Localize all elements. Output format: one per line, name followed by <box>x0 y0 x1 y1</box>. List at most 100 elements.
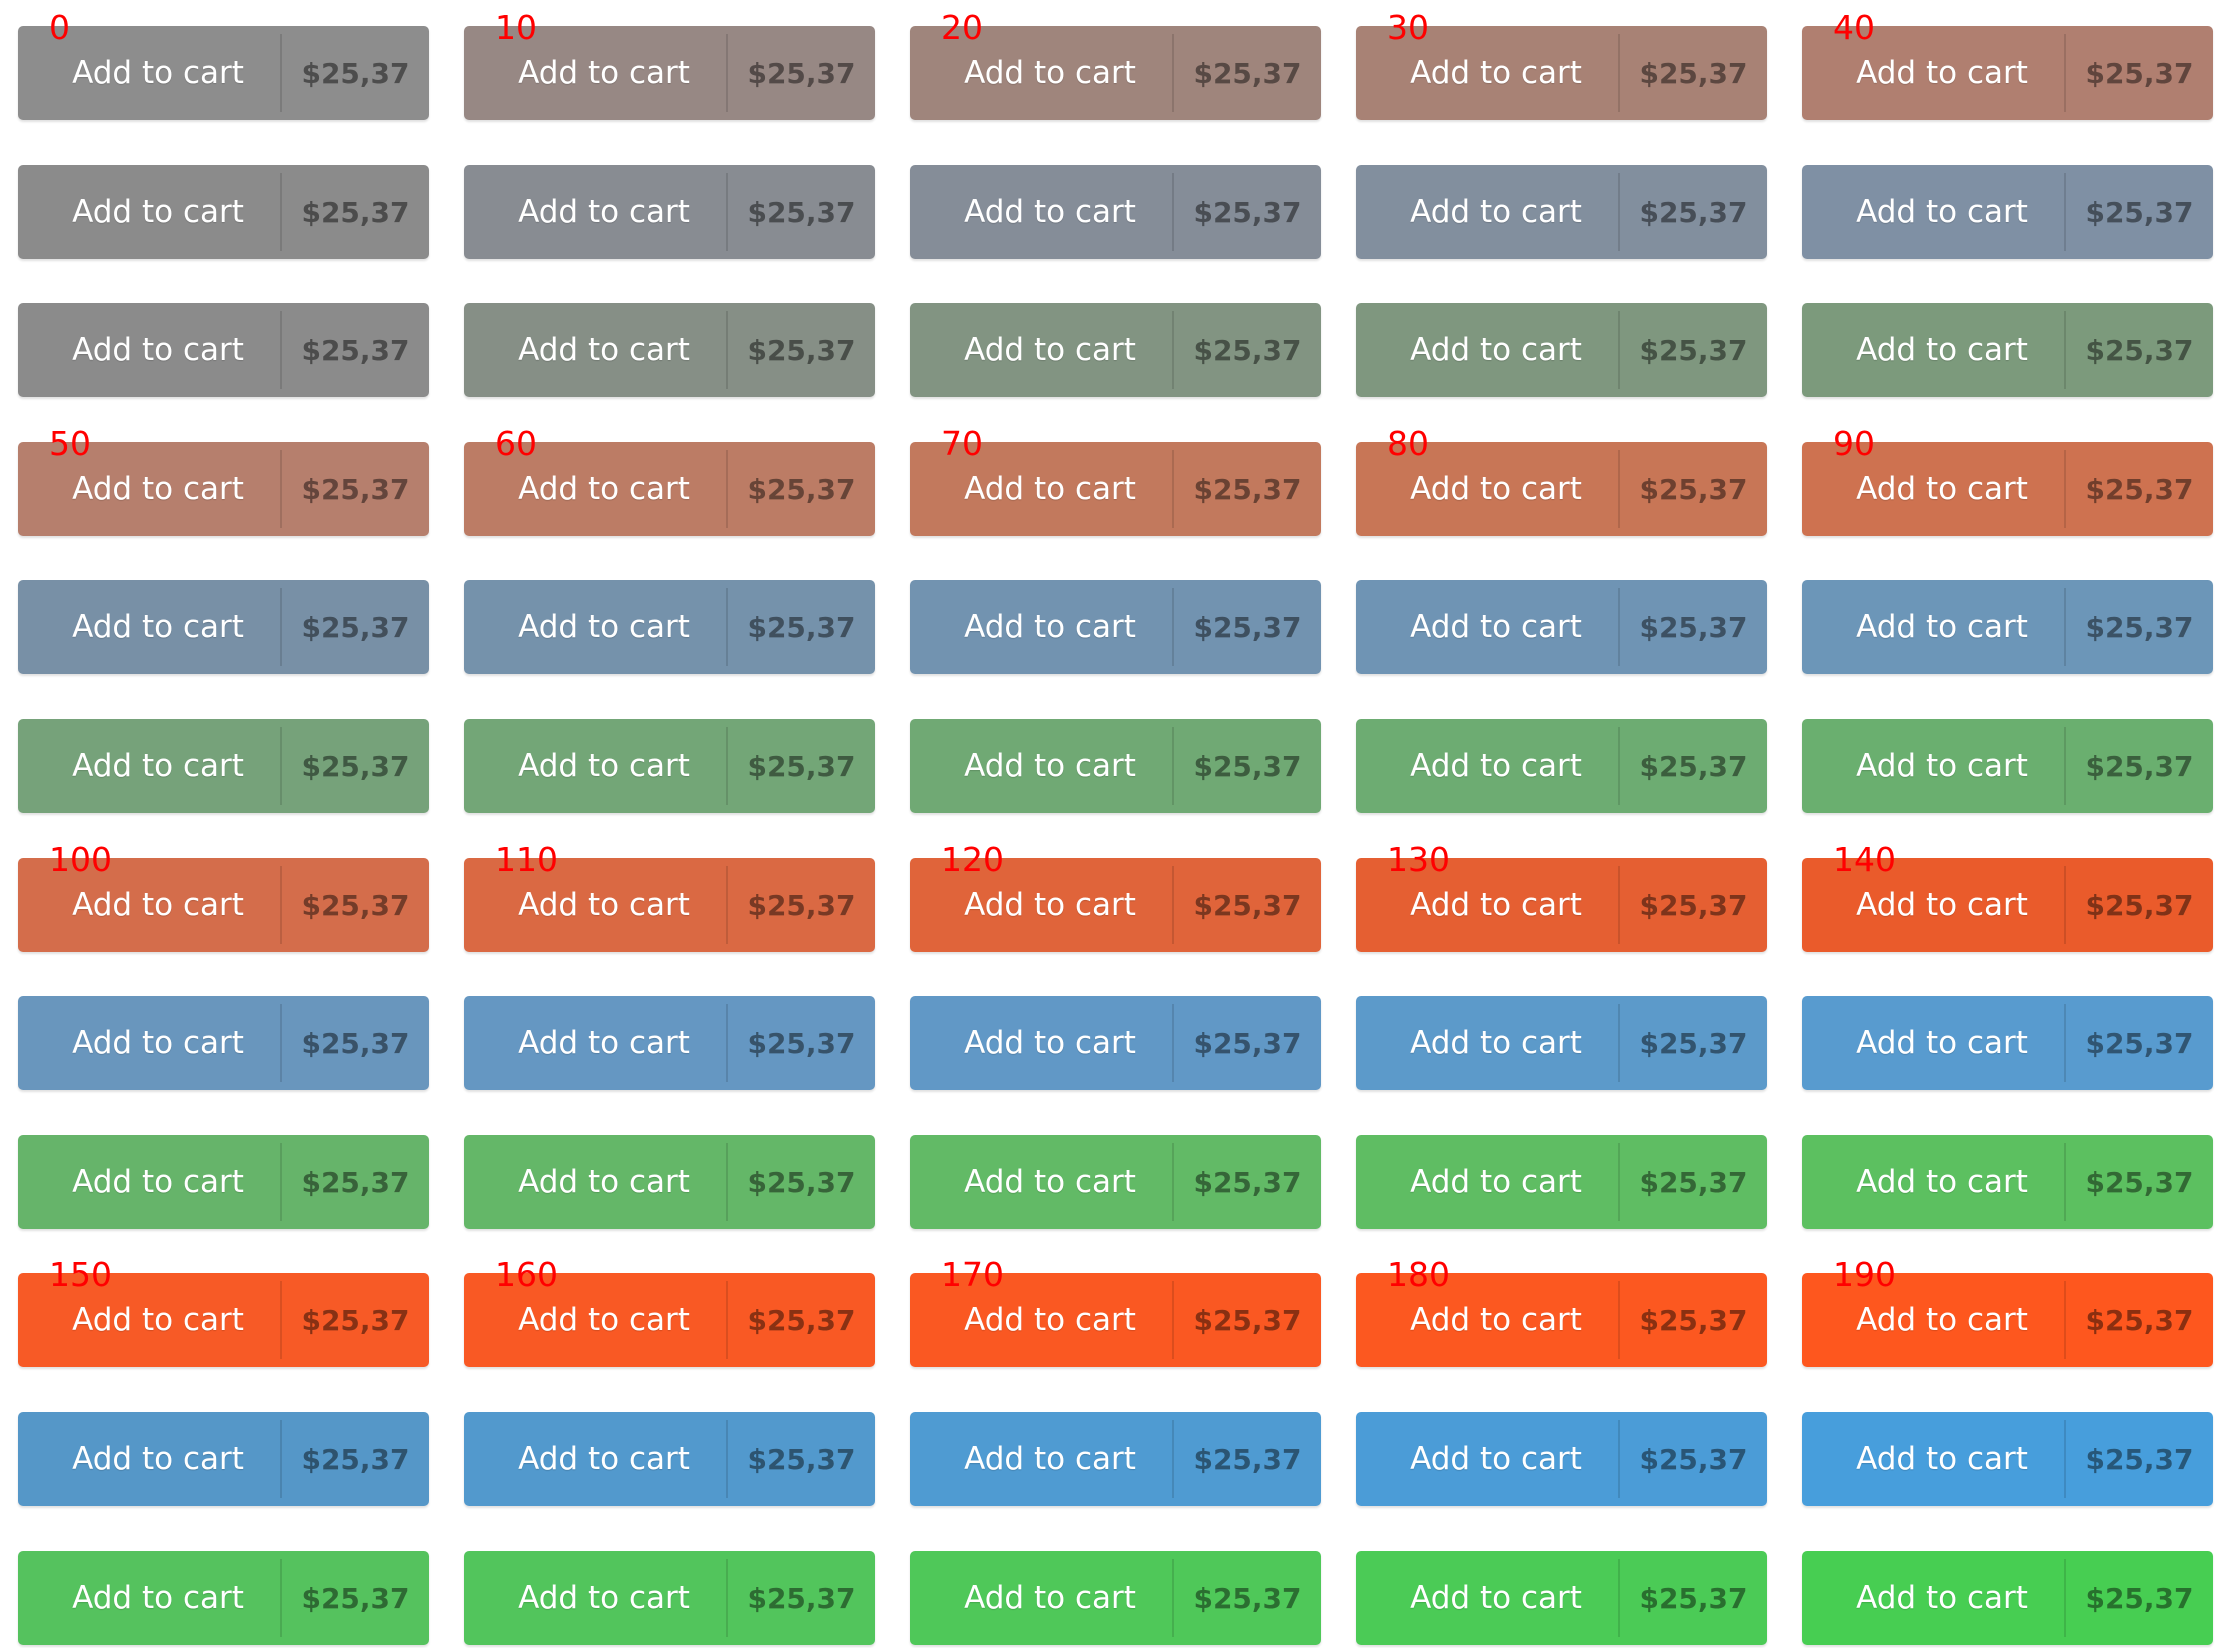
divider <box>2064 311 2066 390</box>
divider <box>2064 1420 2066 1498</box>
add-to-cart-button[interactable]: Add to cart $25,37 <box>1356 1550 1767 1645</box>
add-to-cart-button[interactable]: Add to cart $25,37 <box>18 164 429 259</box>
add-to-cart-button[interactable]: Add to cart $25,37 <box>464 1412 875 1506</box>
divider <box>1172 865 1174 944</box>
add-to-cart-button[interactable]: Add to cart $25,37 <box>1802 996 2213 1091</box>
add-to-cart-button[interactable]: Add to cart $25,37 50 <box>18 425 429 536</box>
button-label: Add to cart <box>964 193 1136 230</box>
add-to-cart-button[interactable]: Add to cart $25,37 <box>464 996 875 1091</box>
button-label: Add to cart <box>1410 1025 1582 1062</box>
divider <box>726 1558 728 1637</box>
add-to-cart-button[interactable]: Add to cart $25,37 <box>18 996 429 1091</box>
price: $25,37 <box>1639 1165 1748 1199</box>
add-to-cart-button[interactable]: Add to cart $25,37 <box>910 1412 1321 1506</box>
button-label: Add to cart <box>964 470 1136 507</box>
divider <box>2064 449 2066 528</box>
button-label: Add to cart <box>72 470 244 507</box>
add-to-cart-button[interactable]: Add to cart $25,37 <box>464 303 875 398</box>
button-label: Add to cart <box>1410 886 1582 923</box>
add-to-cart-button[interactable]: Add to cart $25,37 <box>464 580 875 675</box>
add-to-cart-button[interactable]: Add to cart $25,37 <box>1356 164 1767 259</box>
add-to-cart-button[interactable]: Add to cart $25,37 <box>18 1412 429 1506</box>
add-to-cart-button[interactable]: Add to cart $25,37 70 <box>910 425 1321 536</box>
add-to-cart-button[interactable]: Add to cart $25,37 <box>464 164 875 259</box>
add-to-cart-button[interactable]: Add to cart $25,37 0 <box>18 10 429 120</box>
button-label: Add to cart <box>1856 1025 2028 1062</box>
add-to-cart-button[interactable]: Add to cart $25,37 <box>1802 580 2213 675</box>
add-to-cart-button[interactable]: Add to cart $25,37 <box>1356 996 1767 1091</box>
price: $25,37 <box>747 57 856 90</box>
divider <box>280 311 282 390</box>
add-to-cart-button[interactable]: Add to cart $25,37 <box>910 1550 1321 1645</box>
button-label: Add to cart <box>964 886 1136 923</box>
price: $25,37 <box>1193 472 1302 506</box>
add-to-cart-button[interactable]: Add to cart $25,37 <box>18 719 429 813</box>
add-to-cart-button[interactable]: Add to cart $25,37 80 <box>1356 425 1767 536</box>
add-to-cart-button[interactable]: Add to cart $25,37 <box>910 303 1321 398</box>
add-to-cart-button[interactable]: Add to cart $25,37 <box>910 164 1321 259</box>
add-to-cart-button[interactable]: Add to cart $25,37 <box>1802 1550 2213 1645</box>
add-to-cart-button[interactable]: Add to cart $25,37 <box>18 303 429 398</box>
add-to-cart-button[interactable]: Add to cart $25,37 <box>1802 1412 2213 1506</box>
add-to-cart-button[interactable]: Add to cart $25,37 <box>1356 580 1767 675</box>
button-label: Add to cart <box>1856 55 2028 91</box>
divider <box>1172 172 1174 251</box>
divider <box>280 449 282 528</box>
add-to-cart-button[interactable]: Add to cart $25,37 <box>910 1134 1321 1229</box>
price: $25,37 <box>301 1027 410 1061</box>
add-to-cart-button[interactable]: Add to cart $25,37 140 <box>1802 841 2213 952</box>
add-to-cart-button[interactable]: Add to cart $25,37 <box>1802 1134 2213 1229</box>
index-tag: 190 <box>1833 1255 1896 1295</box>
price: $25,37 <box>1639 1443 1748 1476</box>
divider <box>1618 311 1620 390</box>
button-label: Add to cart <box>1856 1302 2028 1339</box>
add-to-cart-button[interactable]: Add to cart $25,37 30 <box>1356 10 1767 120</box>
button-label: Add to cart <box>1410 193 1582 230</box>
add-to-cart-button[interactable]: Add to cart $25,37 120 <box>910 841 1321 952</box>
price: $25,37 <box>301 195 410 229</box>
add-to-cart-button[interactable]: Add to cart $25,37 180 <box>1356 1257 1767 1368</box>
add-to-cart-button[interactable]: Add to cart $25,37 40 <box>1802 10 2213 120</box>
add-to-cart-button[interactable]: Add to cart $25,37 <box>18 580 429 675</box>
index-tag: 130 <box>1387 839 1450 879</box>
add-to-cart-button[interactable]: Add to cart $25,37 60 <box>464 425 875 536</box>
add-to-cart-button[interactable]: Add to cart $25,37 <box>910 580 1321 675</box>
add-to-cart-button[interactable]: Add to cart $25,37 <box>1356 1134 1767 1229</box>
add-to-cart-button[interactable]: Add to cart $25,37 <box>910 719 1321 813</box>
add-to-cart-button[interactable]: Add to cart $25,37 <box>1802 164 2213 259</box>
button-label: Add to cart <box>964 1302 1136 1339</box>
add-to-cart-button[interactable]: Add to cart $25,37 20 <box>910 10 1321 120</box>
divider <box>726 1142 728 1221</box>
button-label: Add to cart <box>964 748 1136 784</box>
add-to-cart-button[interactable]: Add to cart $25,37 110 <box>464 841 875 952</box>
add-to-cart-button[interactable]: Add to cart $25,37 150 <box>18 1257 429 1368</box>
divider <box>280 865 282 944</box>
add-to-cart-button[interactable]: Add to cart $25,37 <box>1802 303 2213 398</box>
add-to-cart-button[interactable]: Add to cart $25,37 <box>18 1134 429 1229</box>
add-to-cart-button[interactable]: Add to cart $25,37 <box>1356 719 1767 813</box>
button-label: Add to cart <box>518 1302 690 1339</box>
divider <box>726 311 728 390</box>
add-to-cart-button[interactable]: Add to cart $25,37 10 <box>464 10 875 120</box>
add-to-cart-button[interactable]: Add to cart $25,37 <box>18 1550 429 1645</box>
add-to-cart-button[interactable]: Add to cart $25,37 <box>1356 303 1767 398</box>
index-tag: 150 <box>49 1255 112 1295</box>
add-to-cart-button[interactable]: Add to cart $25,37 130 <box>1356 841 1767 952</box>
add-to-cart-button[interactable]: Add to cart $25,37 <box>464 1550 875 1645</box>
add-to-cart-button[interactable]: Add to cart $25,37 <box>464 719 875 813</box>
price: $25,37 <box>1193 1443 1302 1476</box>
add-to-cart-button[interactable]: Add to cart $25,37 160 <box>464 1257 875 1368</box>
add-to-cart-button[interactable]: Add to cart $25,37 <box>464 1134 875 1229</box>
add-to-cart-button[interactable]: Add to cart $25,37 90 <box>1802 425 2213 536</box>
add-to-cart-button[interactable]: Add to cart $25,37 100 <box>18 841 429 952</box>
add-to-cart-button[interactable]: Add to cart $25,37 <box>1802 719 2213 813</box>
price: $25,37 <box>747 334 856 368</box>
divider <box>1172 1142 1174 1221</box>
divider <box>280 1420 282 1498</box>
add-to-cart-button[interactable]: Add to cart $25,37 170 <box>910 1257 1321 1368</box>
add-to-cart-button[interactable]: Add to cart $25,37 190 <box>1802 1257 2213 1368</box>
add-to-cart-button[interactable]: Add to cart $25,37 <box>910 996 1321 1091</box>
add-to-cart-button[interactable]: Add to cart $25,37 <box>1356 1412 1767 1506</box>
index-tag: 60 <box>495 423 537 463</box>
